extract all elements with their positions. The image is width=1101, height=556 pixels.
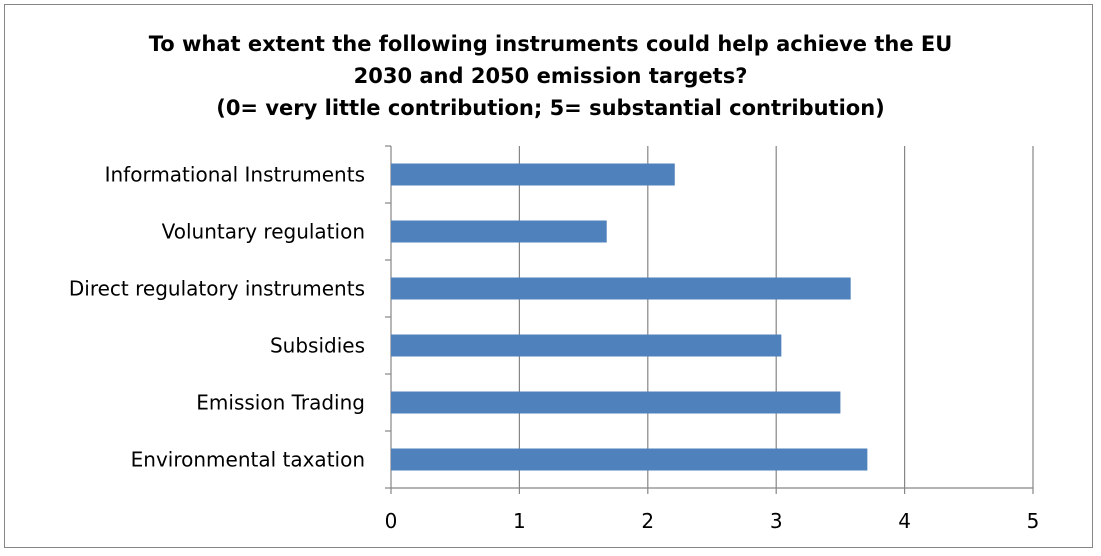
category-label: Environmental taxation [131,448,365,472]
x-tick-label: 3 [770,509,783,533]
bar [391,449,867,471]
x-tick-label: 0 [385,509,398,533]
x-tick-label: 1 [513,509,526,533]
x-tick-label: 2 [641,509,654,533]
category-label: Direct regulatory instruments [69,277,365,301]
bar [391,221,607,243]
category-label: Emission Trading [196,391,365,415]
x-tick-label: 5 [1027,509,1040,533]
bar [391,335,781,357]
bar [391,392,840,414]
bar [391,164,675,186]
x-tick-label: 4 [898,509,911,533]
category-label: Informational Instruments [105,163,365,187]
bar [391,278,851,300]
category-label: Voluntary regulation [162,220,365,244]
category-label: Subsidies [270,334,365,358]
